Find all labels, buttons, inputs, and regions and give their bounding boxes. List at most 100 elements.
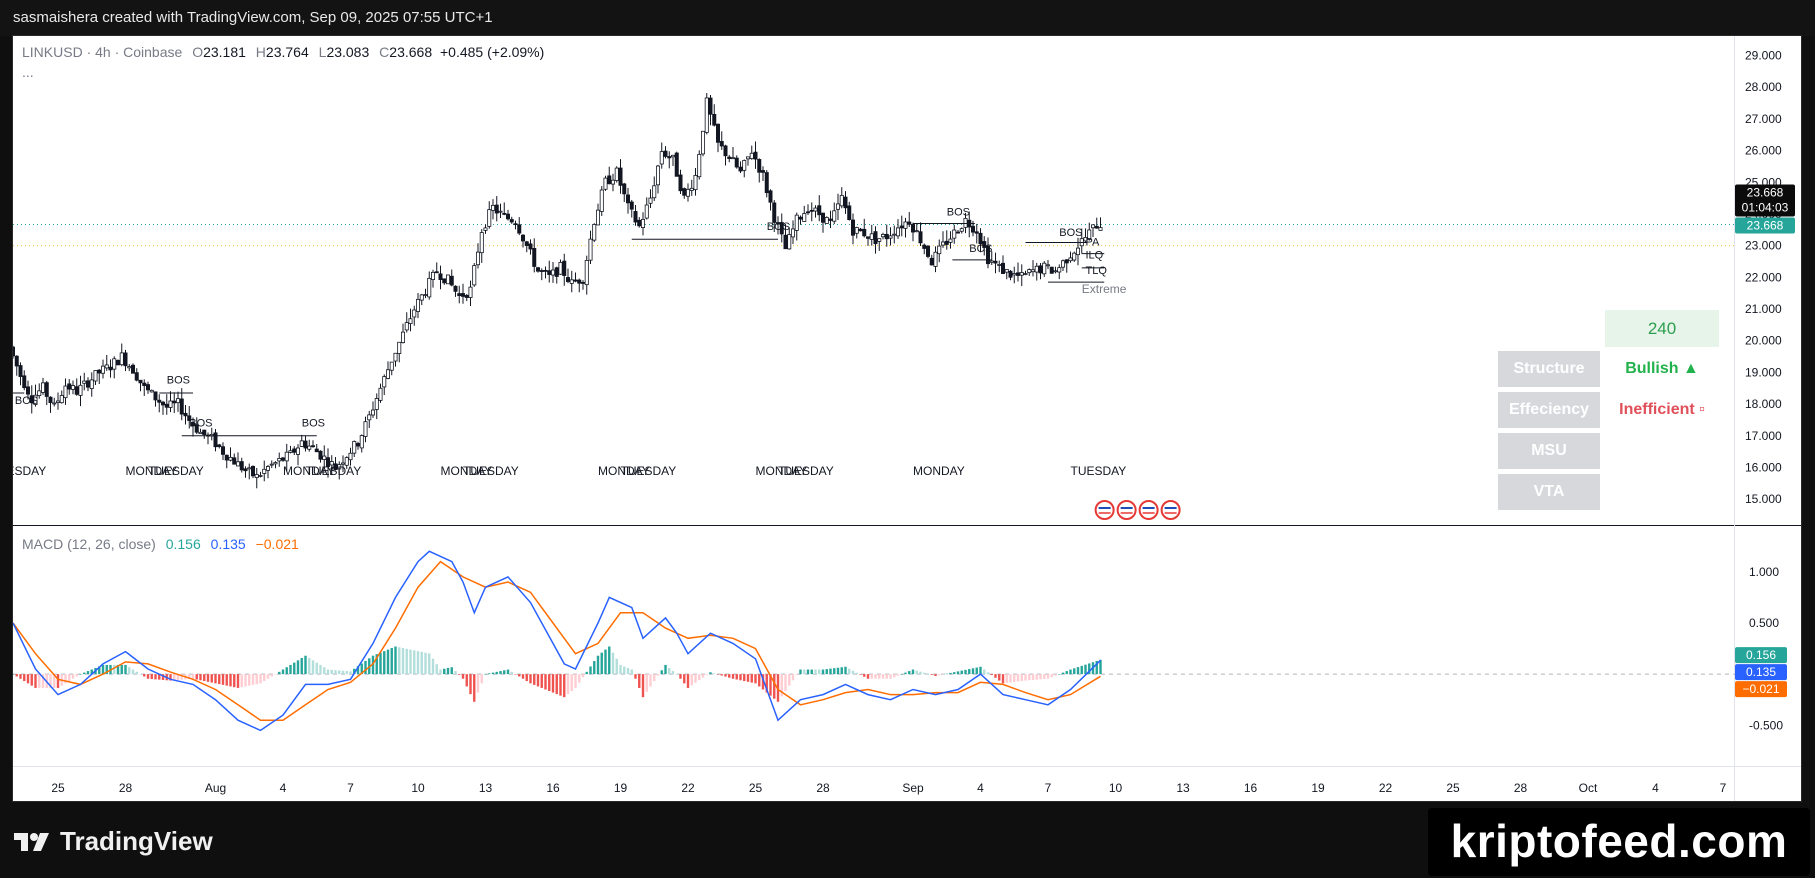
panel-msu-label: MSU <box>1498 433 1600 469</box>
macd-histogram-bar <box>893 674 896 678</box>
candle-down <box>974 231 979 234</box>
time-axis-tick: 13 <box>1176 781 1190 795</box>
macd-histogram-bar <box>701 674 705 678</box>
macd-histogram-bar <box>784 674 787 692</box>
macd-histogram-bar <box>341 670 345 675</box>
candle-down <box>899 225 904 229</box>
candle-up <box>558 262 563 275</box>
candle-up <box>641 218 646 228</box>
candle-down <box>232 457 237 465</box>
candle-down <box>202 429 207 435</box>
candle-up <box>33 394 38 405</box>
macd-legend: MACD (12, 26, close) 0.156 0.135 −0.021 <box>22 536 299 552</box>
candle-up <box>599 189 604 212</box>
current-price-badge <box>1735 217 1795 234</box>
macd-histogram-bar <box>675 674 678 675</box>
candle-down <box>738 166 743 172</box>
macd-histogram-bar <box>1016 674 1020 682</box>
candle-down <box>502 212 507 215</box>
candle-down <box>494 204 499 214</box>
candle-up <box>284 451 289 462</box>
candle-down <box>929 257 934 266</box>
candle-up <box>89 379 94 389</box>
macd-histogram-bar <box>79 674 82 675</box>
candle-up <box>254 474 259 478</box>
macd-histogram-bar <box>1005 674 1008 683</box>
candle-up <box>101 365 106 374</box>
macd-histogram-bar <box>574 674 577 688</box>
candle-up <box>277 458 282 462</box>
candle-up <box>59 395 64 404</box>
candle-down <box>239 461 244 471</box>
candle-up <box>385 369 390 379</box>
candle-down <box>562 260 567 276</box>
macd-histogram-bar <box>968 669 971 675</box>
macd-histogram-bar <box>146 674 150 679</box>
candle-up <box>1087 229 1092 240</box>
candle-up <box>228 456 233 461</box>
macd-histogram-bar <box>180 674 183 680</box>
candle-down <box>637 219 642 227</box>
candle-down <box>355 443 360 447</box>
macd-histogram-bar <box>788 674 791 686</box>
macd-histogram-bar <box>1076 667 1080 675</box>
macd-histogram-bar <box>23 674 26 682</box>
candle-up <box>903 221 908 229</box>
us-flag-event-icon[interactable] <box>1116 500 1137 520</box>
macd-histogram-bar <box>638 674 641 688</box>
candle-down <box>14 355 19 367</box>
candle-down <box>513 223 518 226</box>
candle-down <box>505 213 510 220</box>
structure-annotation: BOS <box>767 221 790 233</box>
macd-histogram-bar <box>13 674 15 675</box>
session-day-label: TUESDAY <box>13 464 46 478</box>
candle-up <box>731 157 736 160</box>
structure-annotation: TLQ <box>1086 265 1108 277</box>
candle-down <box>217 444 222 448</box>
macd-histogram-bar <box>881 674 885 679</box>
candle-down <box>573 279 578 282</box>
macd-histogram-bar <box>278 671 281 675</box>
macd-histogram-bar <box>323 667 326 675</box>
macd-histogram-bar <box>945 673 948 675</box>
candle-down <box>187 415 192 421</box>
candle-down <box>734 157 739 168</box>
candle-up <box>952 229 957 239</box>
macd-signal-value: −0.021 <box>255 536 299 552</box>
candle-down <box>809 209 814 212</box>
macd-histogram-bar <box>1050 674 1053 678</box>
candle-down <box>828 218 833 221</box>
macd-histogram-bar <box>683 674 686 684</box>
macd-histogram-bar <box>836 667 840 675</box>
macd-histogram-bar <box>300 658 303 675</box>
session-day-label: MONDAY <box>598 464 650 478</box>
macd-histogram-bar <box>926 673 930 675</box>
candle-down <box>145 384 150 391</box>
legend-more-button[interactable]: ... <box>22 64 34 80</box>
us-flag-event-icon[interactable] <box>1138 500 1159 520</box>
candle-up <box>483 227 488 231</box>
candle-up <box>262 468 267 474</box>
candle-up <box>659 151 664 165</box>
macd-histogram-bar <box>671 671 675 675</box>
candle-down <box>764 172 769 194</box>
candle-down <box>1016 272 1021 276</box>
macd-histogram-bar <box>589 666 592 675</box>
macd-signal-line <box>13 560 1101 721</box>
macd-histogram-bar <box>983 669 986 675</box>
us-flag-event-icon[interactable] <box>1160 500 1181 520</box>
macd-histogram-bar <box>506 669 510 675</box>
us-flag-event-icon[interactable] <box>1094 500 1115 520</box>
session-day-label: TUESDAY <box>463 464 519 478</box>
session-day-label: MONDAY <box>756 464 808 478</box>
macd-histogram-bar <box>30 674 33 686</box>
chart-canvas[interactable]: 29.00028.00027.00026.00025.00024.00023.0… <box>13 36 1801 801</box>
candle-down <box>716 123 721 143</box>
macd-histogram-bar <box>203 674 206 682</box>
candle-up <box>56 400 61 403</box>
macd-histogram-bar <box>1035 674 1038 680</box>
macd-histogram-bar <box>225 674 228 686</box>
macd-histogram-bar <box>454 671 457 675</box>
macd-histogram-bar <box>424 652 427 675</box>
macd-histogram-bar <box>469 674 472 695</box>
